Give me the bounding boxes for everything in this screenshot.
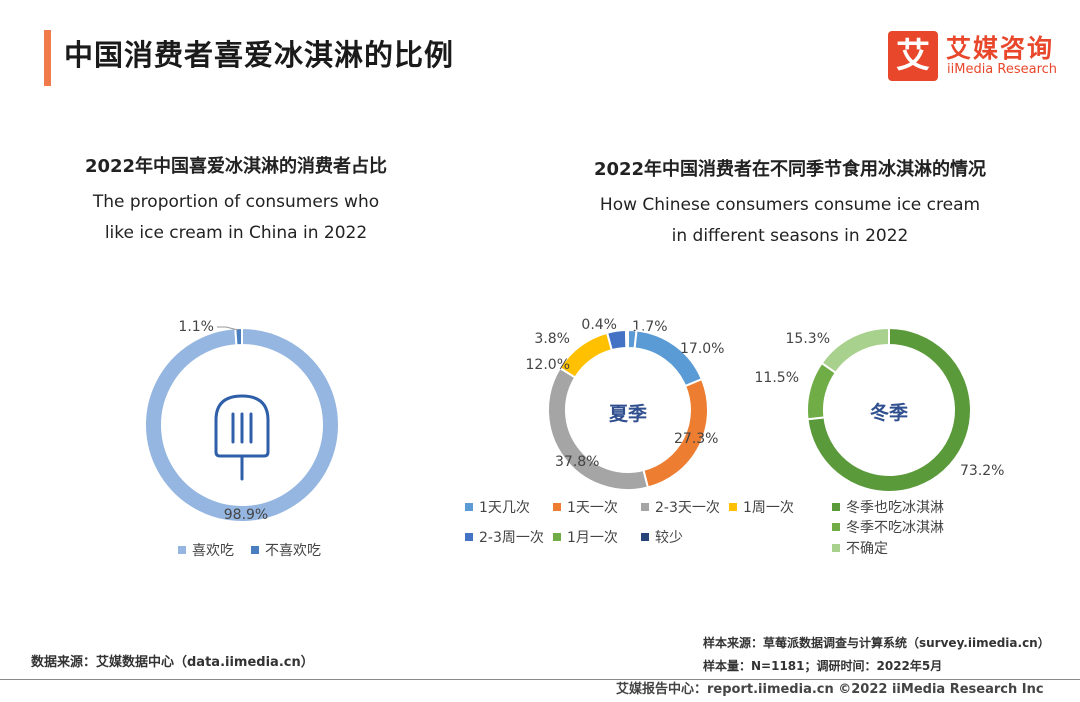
legend-swatch xyxy=(641,503,649,511)
legend-swatch xyxy=(832,523,840,531)
donut-slice xyxy=(806,361,838,421)
donut-slice xyxy=(633,329,704,388)
chart3-donut: 73.2% 11.5% 15.3% 冬季 xyxy=(755,326,1004,493)
page-title: 中国消费者喜爱冰淇淋的比例 xyxy=(64,38,455,72)
legend-swatch xyxy=(553,503,561,511)
legend-swatch xyxy=(178,546,186,554)
chart2-title: 2022年中国消费者在不同季节食用冰淇淋的情况 xyxy=(593,159,987,180)
legend-item-every-2-3-days: 2-3天一次 xyxy=(641,497,720,517)
chart1-subtitle: The proportion of consumers who like ice… xyxy=(60,187,412,249)
chart1-donut: 98.9% 1.1% xyxy=(144,319,340,523)
legend-item-once-per-month: 1月一次 xyxy=(553,527,618,547)
slice-value-label: 11.5% xyxy=(755,370,799,386)
legend-item-unsure: 不确定 xyxy=(832,538,888,558)
chart2-subtitle: How Chinese consumers consume ice cream … xyxy=(530,190,1050,252)
legend-label: 喜欢吃 xyxy=(192,543,234,559)
footer-divider xyxy=(0,679,1080,680)
slice-value-label: 37.8% xyxy=(555,454,599,470)
legend-item-eat-in-winter: 冬季也吃冰淇淋 xyxy=(832,497,944,517)
slice-value-label: 12.0% xyxy=(526,357,570,373)
logo-mark: 艾 xyxy=(888,31,938,81)
legend-label: 较少 xyxy=(655,530,683,546)
slice-value-label: 73.2% xyxy=(960,463,1004,479)
chart2-subtitle-line-2: in different seasons in 2022 xyxy=(671,226,909,246)
slice-value-label: 3.8% xyxy=(534,331,570,347)
legend-label: 冬季不吃冰淇淋 xyxy=(846,520,944,536)
popsicle-icon xyxy=(214,394,270,481)
legend-swatch xyxy=(251,546,259,554)
chart1-title-block: 2022年中国喜爱冰淇淋的消费者占比 The proportion of con… xyxy=(60,152,412,249)
legend-label: 不喜欢吃 xyxy=(265,543,321,559)
chart1-subtitle-line-1: The proportion of consumers who xyxy=(92,192,380,212)
sample-source: 样本来源：草莓派数据调查与计算系统（survey.iimedia.cn） xyxy=(703,636,1050,650)
legend-label: 冬季也吃冰淇淋 xyxy=(846,500,944,516)
legend-label: 2-3周一次 xyxy=(479,530,544,546)
chart2-donut: 1.7%17.0%27.3%37.8%12.0%3.8%0.4%夏季 xyxy=(526,317,724,491)
logo-name-en: iiMedia Research xyxy=(947,62,1058,77)
legend-label: 1周一次 xyxy=(743,500,794,516)
chart1-subtitle-line-2: like ice cream in China in 2022 xyxy=(104,223,368,243)
legend-label: 1天几次 xyxy=(479,500,530,516)
donut-slice xyxy=(605,329,628,352)
donut-slice xyxy=(234,326,243,347)
donut-center-label: 夏季 xyxy=(609,403,647,425)
legend-item-not-in-winter: 冬季不吃冰淇淋 xyxy=(832,517,944,537)
legend-swatch xyxy=(553,533,561,541)
chart2-subtitle-line-1: How Chinese consumers consume ice cream xyxy=(599,195,981,215)
legend-item-like: 喜欢吃 xyxy=(178,540,234,560)
legend-item-every-2-3-weeks: 2-3周一次 xyxy=(465,527,544,547)
legend-label: 不确定 xyxy=(846,541,888,557)
legend-swatch xyxy=(465,533,473,541)
slice-value-label: 0.4% xyxy=(581,317,617,333)
donut-slice xyxy=(806,326,972,493)
iimedia-logo: 艾 艾媒咨询 iiMedia Research xyxy=(888,31,1068,81)
slice-value-label: 17.0% xyxy=(680,341,724,357)
legend-label: 1月一次 xyxy=(567,530,618,546)
slice-value-label: 15.3% xyxy=(786,331,830,347)
data-source: 数据来源：艾媒数据中心（data.iimedia.cn） xyxy=(31,655,314,670)
legend-item-several-per-day: 1天几次 xyxy=(465,497,530,517)
legend-swatch xyxy=(729,503,737,511)
slice-value-label: 1.1% xyxy=(178,319,214,335)
leader-line xyxy=(217,326,239,331)
legend-label: 2-3天一次 xyxy=(655,500,720,516)
legend-item-once-per-day: 1天一次 xyxy=(553,497,618,517)
legend-item-dislike: 不喜欢吃 xyxy=(251,540,321,560)
footer-copyright: 艾媒报告中心：report.iimedia.cn ©2022 iiMedia R… xyxy=(616,682,1044,697)
title-accent-bar xyxy=(44,30,51,86)
legend-swatch xyxy=(832,503,840,511)
legend-swatch xyxy=(465,503,473,511)
donut-slice xyxy=(547,366,650,491)
donut-center-label: 冬季 xyxy=(870,401,908,424)
donut-slice xyxy=(624,328,629,350)
slice-value-label: 27.3% xyxy=(674,431,718,447)
legend-item-once-per-week: 1周一次 xyxy=(729,497,794,517)
donut-slice xyxy=(144,326,340,523)
logo-name-cn: 艾媒咨询 xyxy=(946,34,1055,63)
chart1-title: 2022年中国喜爱冰淇淋的消费者占比 xyxy=(84,156,388,177)
slice-value-label: 98.9% xyxy=(224,507,268,523)
legend-swatch xyxy=(832,544,840,552)
legend-item-rarely: 较少 xyxy=(641,527,683,547)
chart2-title-block: 2022年中国消费者在不同季节食用冰淇淋的情况 How Chinese cons… xyxy=(530,155,1050,252)
donut-slice xyxy=(820,326,890,375)
sample-info-block: 样本来源：草莓派数据调查与计算系统（survey.iimedia.cn） 样本量… xyxy=(703,632,1050,678)
legend-label: 1天一次 xyxy=(567,500,618,516)
sample-size: 样本量：N=1181；调研时间：2022年5月 xyxy=(703,659,943,673)
legend-swatch xyxy=(641,533,649,541)
